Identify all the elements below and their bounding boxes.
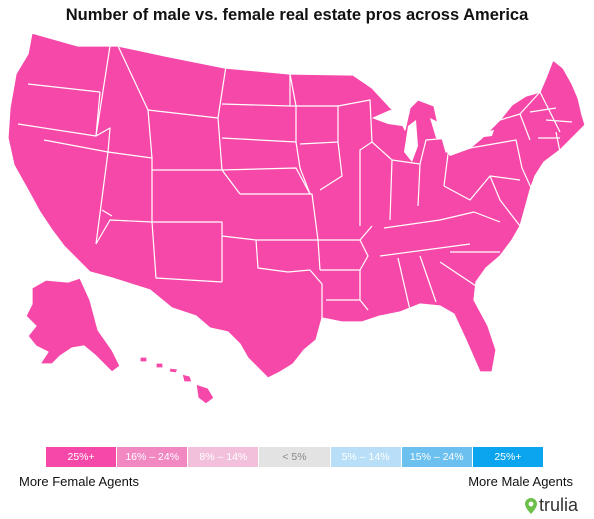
map-title: Number of male vs. female real estate pr…: [65, 6, 529, 24]
hawaii-big-island: [195, 383, 215, 405]
brand-name: trulia: [538, 495, 578, 515]
state-fill: [7, 32, 586, 405]
hawaii-molokai: [168, 367, 179, 374]
great-lakes: [372, 110, 494, 162]
map-pin-icon: [524, 497, 537, 514]
legend-caption-male: More Male Agents: [468, 474, 573, 489]
hawaii-oahu: [155, 362, 164, 369]
legend-item-male-5-14: 5% – 14%: [330, 447, 402, 467]
legend-caption-female: More Female Agents: [19, 474, 139, 489]
legend-item-male-25plus: 25%+: [472, 447, 543, 467]
legend-item-neutral: < 5%: [259, 447, 331, 467]
legend: 25%+ 16% – 24% 8% – 14% < 5% 5% – 14% 15…: [46, 447, 543, 467]
contiguous-us: [7, 32, 586, 379]
hawaii-maui: [181, 373, 193, 383]
legend-item-female-25plus: 25%+: [46, 447, 118, 467]
alaska: [25, 277, 121, 373]
hawaii-kauai: [139, 356, 148, 363]
state-borders: [17, 45, 573, 318]
legend-item-female-16-24: 16% – 24%: [117, 447, 189, 467]
legend-item-male-15-24: 15% – 24%: [401, 447, 473, 467]
trulia-logo: trulia: [524, 495, 578, 516]
legend-item-female-8-14: 8% – 14%: [188, 447, 260, 467]
